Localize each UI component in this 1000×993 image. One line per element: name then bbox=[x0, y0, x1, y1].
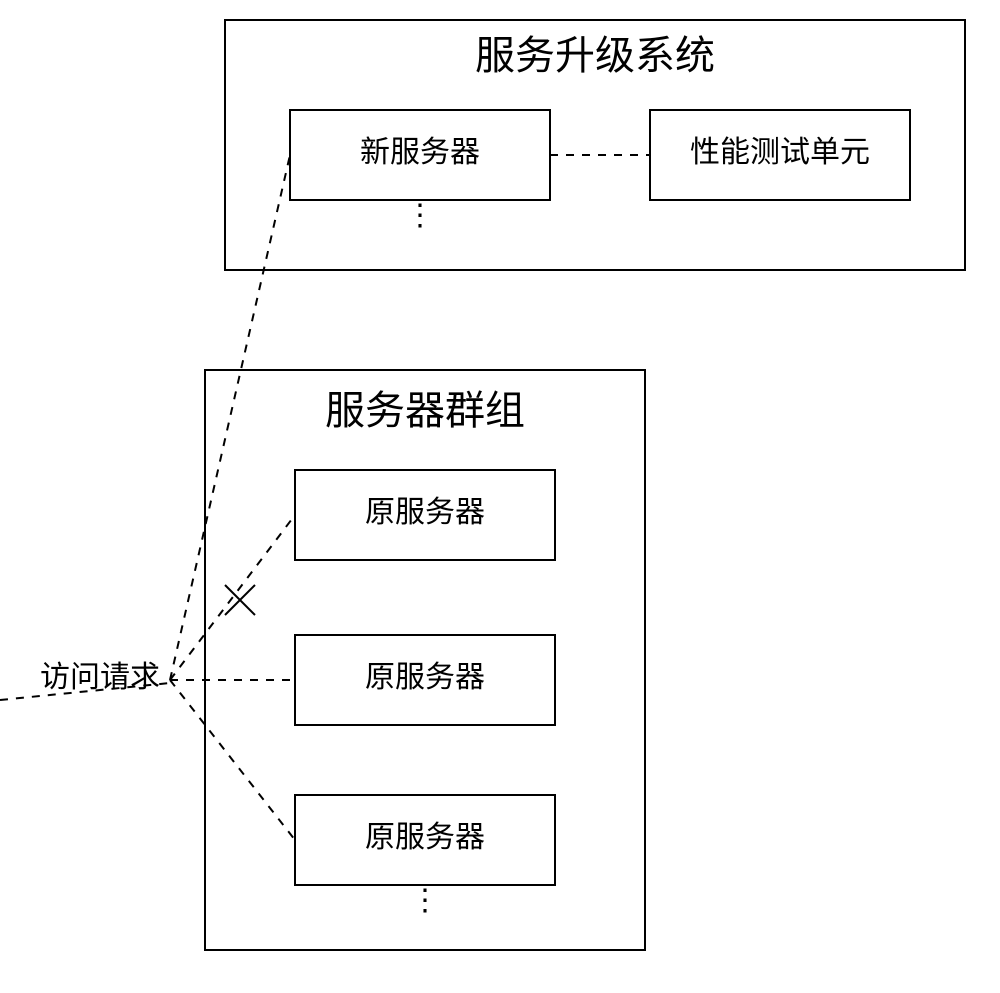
orig-server-ellipsis: ⋮ bbox=[410, 884, 440, 917]
perf-unit-label: 性能测试单元 bbox=[690, 136, 870, 169]
orig-server-label-2: 原服务器 bbox=[365, 821, 485, 854]
new-server-label: 新服务器 bbox=[360, 136, 480, 169]
orig-server-label-0: 原服务器 bbox=[365, 496, 485, 529]
upgrade-system-title: 服务升级系统 bbox=[475, 33, 715, 78]
orig-server-label-1: 原服务器 bbox=[365, 661, 485, 694]
access-request-label: 访问请求 bbox=[40, 661, 160, 694]
edge-access-server2 bbox=[170, 680, 295, 840]
new-server-ellipsis: ⋮ bbox=[405, 199, 435, 232]
server-group-title: 服务器群组 bbox=[325, 388, 525, 433]
